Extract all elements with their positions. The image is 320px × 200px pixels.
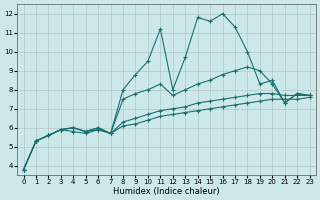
X-axis label: Humidex (Indice chaleur): Humidex (Indice chaleur) <box>113 187 220 196</box>
